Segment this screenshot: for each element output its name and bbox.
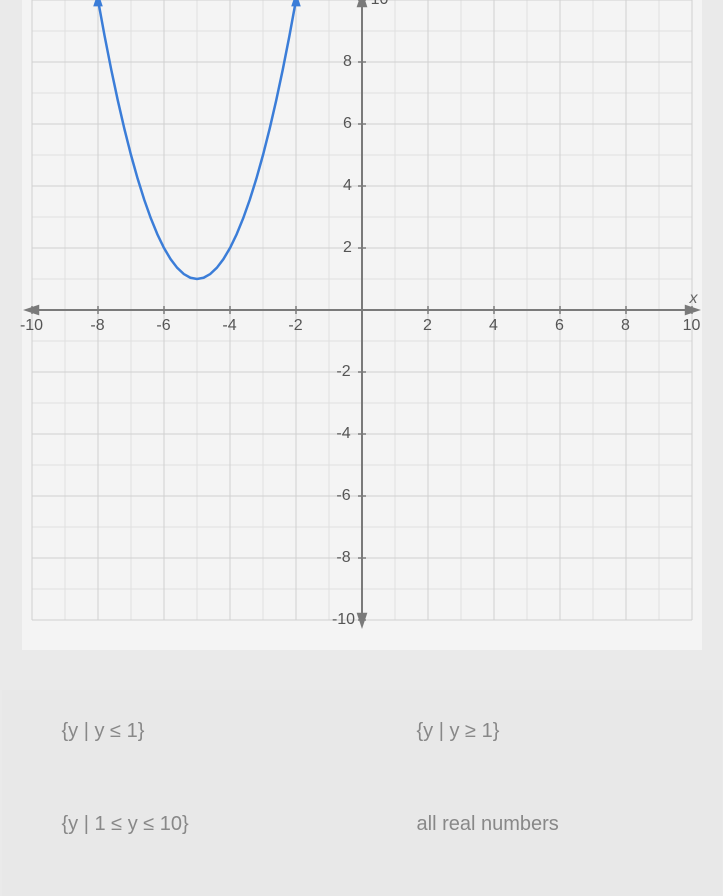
tick-label: 2: [423, 317, 432, 335]
tick-label: -6: [156, 317, 170, 335]
tick-label: 6: [555, 317, 564, 335]
tick-label: 10: [683, 317, 701, 335]
tick-label: -10: [332, 611, 355, 629]
tick-label: 2: [343, 239, 352, 257]
question-container: x -10 -8 -6 -4 -2 2 4 6 8 10 -10 -8 -6 -4 -2 2 4 6 8 10 {y …: [0, 0, 723, 896]
tick-label: -4: [336, 425, 350, 443]
tick-label: -2: [288, 317, 302, 335]
tick-label: 6: [343, 115, 352, 133]
answer-option-d[interactable]: all real numbers: [377, 813, 702, 836]
tick-label: -2: [336, 363, 350, 381]
answer-option-b[interactable]: {y | y ≥ 1}: [377, 720, 702, 743]
tick-label: 8: [621, 317, 630, 335]
tick-label: 4: [489, 317, 498, 335]
answer-choices: {y | y ≤ 1} {y | y ≥ 1} {y | 1 ≤ y ≤ 10}…: [2, 690, 722, 896]
tick-label: -8: [90, 317, 104, 335]
coordinate-graph: x -10 -8 -6 -4 -2 2 4 6 8 10 -10 -8 -6 -4 -2 2 4 6 8 10: [22, 0, 702, 650]
tick-label: 4: [343, 177, 352, 195]
tick-label: -4: [222, 317, 236, 335]
tick-label: 8: [343, 53, 352, 71]
tick-label: -10: [20, 317, 43, 335]
answer-option-c[interactable]: {y | 1 ≤ y ≤ 10}: [22, 813, 347, 836]
x-axis-label: x: [690, 290, 698, 308]
graph-svg: [22, 0, 702, 650]
tick-label: -6: [336, 487, 350, 505]
tick-label: 10: [371, 0, 389, 9]
tick-label: -8: [336, 549, 350, 567]
answer-option-a[interactable]: {y | y ≤ 1}: [22, 720, 347, 743]
